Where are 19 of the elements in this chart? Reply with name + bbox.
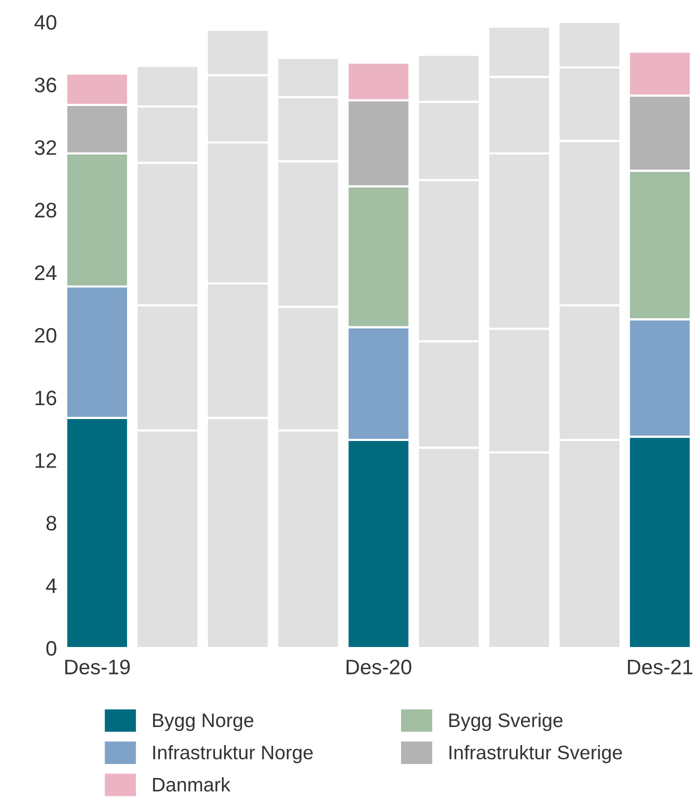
x-tick-label: Des-21 — [628, 660, 692, 674]
y-tick-label: 16 — [36, 390, 56, 406]
y-tick-label: 0 — [46, 641, 56, 656]
x-tick-label: Des-20 — [346, 660, 412, 674]
legend-label: Bygg Sverige — [449, 712, 563, 732]
y-tick-label: 12 — [36, 453, 56, 468]
x-tick-label: Des-19 — [65, 660, 130, 674]
y-tick-label: 28 — [35, 202, 56, 218]
legend-label: Infrastruktur Norge — [153, 745, 313, 764]
legend-label: Danmark — [153, 777, 230, 792]
y-tick-label: 40 — [34, 15, 56, 30]
y-tick-label: 36 — [34, 78, 56, 92]
y-tick-label: 24 — [35, 265, 57, 280]
legend-label: Infrastruktur Sverige — [450, 745, 622, 764]
y-tick-label: 20 — [35, 328, 56, 343]
y-tick-label: 8 — [46, 516, 56, 531]
y-tick-label: 4 — [46, 578, 57, 593]
y-tick-label: 32 — [34, 140, 56, 155]
legend-label: Bygg Norge — [153, 714, 254, 732]
